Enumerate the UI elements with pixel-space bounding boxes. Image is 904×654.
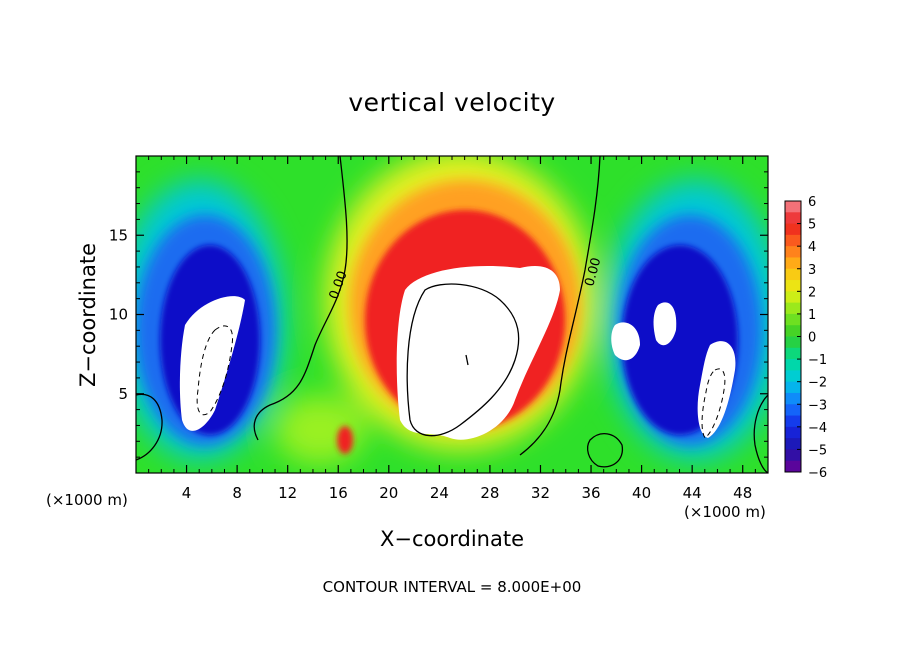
colorbar-band <box>785 404 801 417</box>
colorbar-band <box>785 359 801 371</box>
x-tick-label: 20 <box>379 484 398 502</box>
colorbar-tick-label: 5 <box>808 218 816 233</box>
colorbar-band <box>785 280 801 292</box>
colorbar-tick-label: 1 <box>808 308 816 323</box>
x-tick-label: 48 <box>733 484 752 502</box>
colorbar-tick-label: 3 <box>808 263 816 278</box>
contour-interval-label: CONTOUR INTERVAL = 8.000E+00 <box>322 578 582 596</box>
negative-contour-right <box>701 368 726 439</box>
x-tick-label: 36 <box>581 484 600 502</box>
colorbar-tick-label: 0 <box>808 331 816 346</box>
colorbar-tick-label: 6 <box>808 195 816 210</box>
colorbar-band <box>785 302 801 315</box>
colorbar-band <box>785 426 801 439</box>
x-tick-label: 8 <box>232 484 242 502</box>
zero-contour-edge-left <box>136 393 163 461</box>
colorbar-band <box>785 449 801 462</box>
chart-title: vertical velocity <box>348 88 556 117</box>
negative-contours <box>196 325 726 439</box>
colorbar-tick-label: −6 <box>808 466 827 481</box>
colorbar-tick-label: −5 <box>808 443 827 458</box>
colorbar-band <box>785 415 801 428</box>
negative-contour-left <box>196 325 234 416</box>
positive-contour <box>406 283 520 437</box>
colorbar-band <box>785 325 801 337</box>
y-tick-label: 10 <box>109 306 128 324</box>
zero-contour-edge-right <box>753 394 768 473</box>
colorbar-band <box>785 201 801 213</box>
x-tick-label: 4 <box>182 484 192 502</box>
y-axis-ticks: 5 10 15 <box>109 171 768 458</box>
colorbar: 6 5 4 3 2 1 0 −1 −2 −3 −4 −5 −6 <box>784 195 827 481</box>
x-unit-label-right: (×1000 m) <box>684 503 766 521</box>
zero-contour-left <box>253 156 348 441</box>
contour-label-right: 0.00 <box>582 256 604 288</box>
colorbar-band <box>785 347 801 360</box>
colorbar-band <box>785 223 801 236</box>
downdraft-left-saturated <box>179 296 245 431</box>
colorbar-band <box>785 438 801 450</box>
colorbar-band <box>785 313 801 326</box>
x-tick-label: 16 <box>329 484 348 502</box>
x-tick-label: 28 <box>480 484 499 502</box>
zero-contour-small <box>587 433 624 468</box>
x-tick-label: 40 <box>632 484 651 502</box>
x-axis-label: X−coordinate <box>380 527 524 551</box>
y-tick-label: 15 <box>109 226 128 244</box>
colorbar-band <box>785 370 801 383</box>
colorbar-band <box>785 257 801 270</box>
colorbar-band <box>785 392 801 405</box>
x-tick-label: 12 <box>278 484 297 502</box>
contour-lines <box>136 156 768 473</box>
colorbar-tick-label: 4 <box>808 240 816 255</box>
colorbar-band <box>785 460 801 473</box>
downdraft-right-saturated-a <box>611 322 640 361</box>
colorbar-band <box>785 212 801 225</box>
colorbar-band <box>785 246 801 258</box>
colorbar-band <box>785 381 801 394</box>
colorbar-tick-label: −3 <box>808 398 827 413</box>
colorbar-tick-label: 2 <box>808 285 816 300</box>
x-tick-label: 44 <box>683 484 702 502</box>
x-tick-label: 24 <box>430 484 449 502</box>
colorbar-tick-label: −2 <box>808 376 827 391</box>
colorbar-tick-label: −4 <box>808 421 827 436</box>
lowlevel-updraft <box>275 395 365 465</box>
updraft-saturated <box>396 266 560 440</box>
zero-contour-right <box>519 156 601 456</box>
x-axis-ticks: 4 8 12 16 20 24 28 32 36 40 44 48 <box>148 156 756 502</box>
x-unit-label-left: (×1000 m) <box>46 491 128 509</box>
downdraft-right-saturated-c <box>653 302 677 346</box>
y-axis-label: Z−coordinate <box>76 243 100 387</box>
colorbar-tick-label: −1 <box>808 353 827 368</box>
colorbar-band <box>785 291 801 304</box>
y-tick-label: 5 <box>118 385 128 403</box>
downdraft-right-saturated-b <box>697 341 736 438</box>
updraft-small-core <box>337 426 353 454</box>
heatmap-field <box>136 156 768 473</box>
positive-contour-mark <box>465 354 469 366</box>
x-tick-label: 32 <box>531 484 550 502</box>
colorbar-band <box>785 336 801 349</box>
colorbar-band <box>785 268 801 281</box>
colorbar-band <box>785 234 801 247</box>
